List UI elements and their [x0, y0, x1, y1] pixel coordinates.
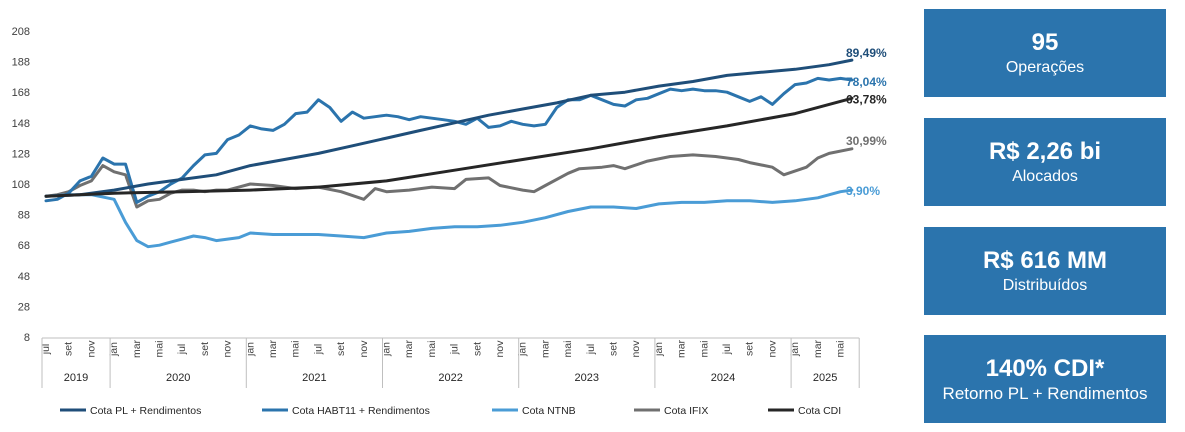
x-year-label: 2021	[302, 372, 326, 384]
x-month-label: nov	[358, 340, 370, 358]
y-tick-label: 88	[18, 210, 30, 222]
x-month-label: mai	[426, 341, 438, 358]
x-month-label: set	[471, 342, 483, 356]
y-tick-label: 48	[18, 271, 30, 283]
x-month-label: nov	[222, 340, 234, 358]
x-year-label: 2023	[575, 372, 599, 384]
x-month-label: mai	[154, 341, 166, 358]
y-tick-label: 128	[12, 148, 30, 160]
x-month-label: mai	[835, 341, 847, 358]
y-tick-label: 28	[18, 301, 30, 313]
x-year-label: 2020	[166, 372, 190, 384]
x-month-label: jul	[721, 344, 733, 356]
x-year-label: 2019	[64, 372, 88, 384]
end-label-cota-ifix: 30,99%	[846, 134, 887, 148]
end-label-cota-pl-rendimentos: 89,49%	[846, 46, 887, 60]
x-month-label: jan	[517, 342, 529, 357]
y-tick-label: 168	[12, 87, 30, 99]
x-month-label: mai	[562, 341, 574, 358]
legend-label: Cota HABT11 + Rendimentos	[292, 405, 430, 417]
allocated-value: R$ 2,26 bi	[988, 137, 1102, 165]
y-axis: 8 28 48 68 88 108 128 148 168 188 208	[12, 26, 30, 344]
x-month-label: jul	[176, 344, 188, 356]
x-month-label: mar	[403, 339, 415, 358]
series-line-cota-pl-rendimentos	[44, 58, 854, 198]
return-label: Retorno PL + Rendimentos	[942, 383, 1148, 403]
y-tick-label: 208	[12, 26, 30, 38]
legend-label: Cota PL + Rendimentos	[90, 405, 201, 417]
operations-card: 95 Operações	[924, 9, 1166, 97]
allocated-card: R$ 2,26 bi Alocados	[924, 118, 1166, 206]
y-tick-label: 68	[18, 240, 30, 252]
series-line-cota-ifix	[44, 147, 854, 209]
y-tick-label: 8	[24, 332, 30, 344]
x-month-label: set	[199, 342, 211, 356]
x-month-label: mar	[131, 339, 143, 358]
distributed-label: Distribuídos	[1002, 276, 1088, 294]
x-month-label: mar	[539, 339, 551, 358]
distributed-card: R$ 616 MM Distribuídos	[924, 227, 1166, 315]
allocated-label: Alocados	[1012, 167, 1078, 185]
x-month-label: mai	[290, 341, 302, 358]
x-month-label: nov	[766, 340, 778, 358]
operations-value: 95	[1031, 28, 1059, 56]
x-month-label: nov	[494, 340, 506, 358]
operations-label: Operações	[1005, 58, 1085, 76]
series-line-cota-cdi	[44, 96, 854, 198]
legend-label: Cota NTNB	[522, 405, 576, 417]
x-month-label: mar	[812, 339, 824, 358]
x-month-label: jul	[312, 344, 324, 356]
x-month-label: jan	[108, 342, 120, 357]
x-month-label: set	[335, 342, 347, 356]
x-year-label: 2022	[438, 372, 462, 384]
return-card: 140% CDI* Retorno PL + Rendimentos	[924, 335, 1166, 423]
x-month-label: mai	[698, 341, 710, 358]
series-line-cota-habt11-rendimentos	[44, 76, 854, 204]
return-value: 140% CDI*	[985, 354, 1105, 382]
y-tick-label: 148	[12, 118, 30, 130]
end-labels: 89,49% 78,04% 3,90% 30,99% 63,78%	[846, 46, 887, 198]
x-month-label: jan	[653, 342, 665, 357]
end-label-cota-habt11-rendimentos: 78,04%	[846, 75, 887, 89]
y-tick-label: 108	[12, 179, 30, 191]
x-month-label: jan	[244, 342, 256, 357]
x-month-label: mar	[267, 339, 279, 358]
end-label-cota-ntnb: 3,90%	[846, 184, 880, 198]
x-month-label: jan	[789, 342, 801, 357]
x-month-label: jul	[40, 344, 52, 356]
x-month-label: set	[608, 342, 620, 356]
x-axis: jul set nov jan mar mai jul set nov jan mar mai jul s…	[40, 337, 860, 388]
x-month-label: set	[63, 342, 75, 356]
x-month-label: nov	[85, 340, 97, 358]
x-month-label: jul	[449, 344, 461, 356]
series-layer	[44, 58, 854, 249]
x-month-label: nov	[630, 340, 642, 358]
x-year-label: 2024	[711, 372, 735, 384]
x-month-label: set	[744, 342, 756, 356]
chart-legend: Cota PL + Rendimentos Cota HABT11 + Rendi…	[60, 405, 841, 417]
x-month-label: mar	[676, 339, 688, 358]
series-line-cota-ntnb	[44, 188, 854, 249]
end-label-cota-cdi: 63,78%	[846, 92, 887, 106]
x-month-label: jul	[585, 344, 597, 356]
distributed-value: R$ 616 MM	[982, 246, 1108, 274]
x-year-label: 2025	[813, 372, 837, 384]
legend-label: Cota CDI	[798, 405, 841, 417]
x-month-label: jan	[381, 342, 393, 357]
legend-label: Cota IFIX	[664, 405, 708, 417]
y-tick-label: 188	[12, 57, 30, 69]
